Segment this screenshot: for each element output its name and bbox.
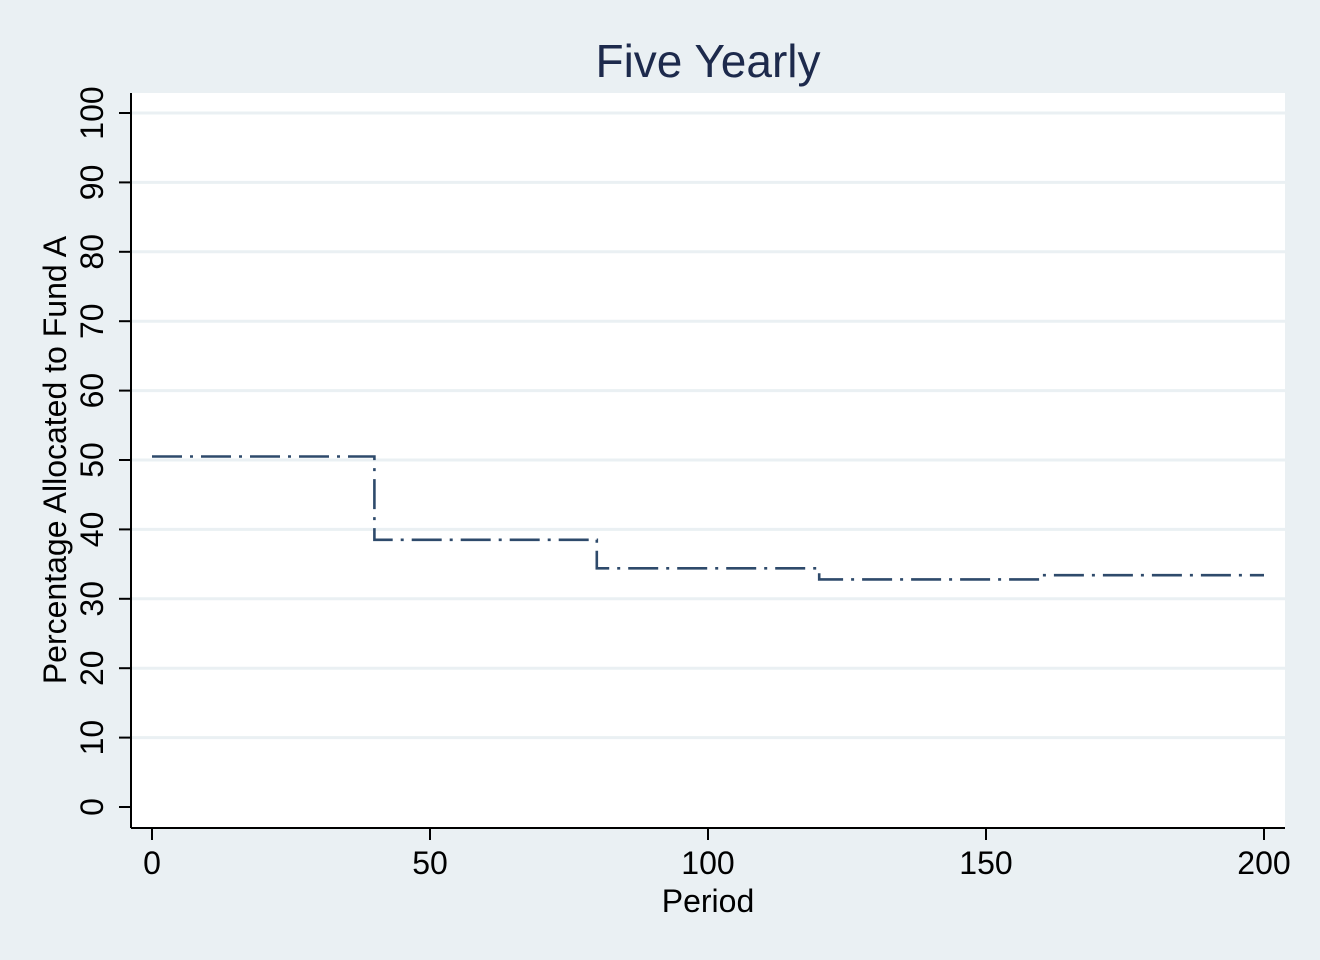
x-tick-label-100: 100 — [681, 845, 734, 881]
y-tick-label-40: 40 — [74, 512, 110, 548]
y-tick-label-70: 70 — [74, 303, 110, 339]
x-tick-label-200: 200 — [1237, 845, 1290, 881]
x-tick-label-150: 150 — [959, 845, 1012, 881]
y-tick-label-90: 90 — [74, 165, 110, 201]
series-line-0 — [152, 455, 1264, 581]
series-layer — [152, 455, 1264, 581]
y-tick-label-50: 50 — [74, 442, 110, 478]
x-axis-title: Period — [662, 883, 755, 919]
tick-marks — [119, 112, 1265, 840]
y-tick-labels: 0 10 20 30 40 50 60 70 80 90 100 — [74, 86, 110, 816]
x-tick-label-50: 50 — [412, 845, 448, 881]
chart-title: Five Yearly — [595, 35, 820, 87]
y-tick-label-30: 30 — [74, 581, 110, 617]
y-tick-label-60: 60 — [74, 373, 110, 409]
y-tick-label-100: 100 — [74, 86, 110, 139]
grid-lines — [131, 111, 1285, 740]
y-tick-label-80: 80 — [74, 234, 110, 270]
x-tick-label-0: 0 — [143, 845, 161, 881]
y-tick-label-0: 0 — [74, 798, 110, 816]
y-axis-title: Percentage Allocated to Fund A — [37, 235, 73, 684]
x-tick-labels: 0 50 100 150 200 — [143, 845, 1291, 881]
y-tick-label-10: 10 — [74, 720, 110, 756]
y-tick-label-20: 20 — [74, 650, 110, 686]
